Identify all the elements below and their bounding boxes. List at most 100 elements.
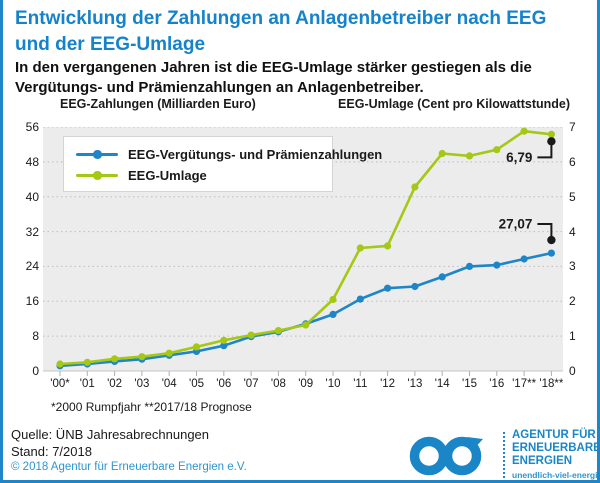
x-tick-label: '05	[189, 378, 204, 390]
right-tick-label: 7	[569, 120, 576, 134]
legend-swatch-dot	[93, 150, 102, 159]
x-tick-label: '09	[298, 378, 314, 390]
series-point-0	[438, 273, 446, 281]
legend-label: EEG-Umlage	[128, 168, 207, 183]
x-tick-label: '00*	[50, 378, 70, 390]
chart-legend: EEG-Vergütungs- und Prämienzahlungen EEG-…	[63, 136, 382, 192]
x-tick-label: '01	[79, 378, 95, 390]
x-tick-label: '14	[434, 378, 450, 390]
right-tick-label: 1	[569, 329, 576, 344]
left-tick-label: 0	[32, 364, 39, 378]
annotation-connector	[537, 223, 553, 241]
source-block: Quelle: ÜNB Jahresabrechnungen Stand: 7/…	[11, 426, 209, 460]
right-tick-label: 2	[569, 294, 576, 309]
logo-line-3: ENERGIEN	[512, 455, 573, 467]
x-tick-label: '17**	[512, 378, 537, 390]
right-tick-label: 6	[569, 154, 576, 169]
legend-item-1: EEG-Umlage	[76, 165, 322, 186]
annotation-dot	[547, 137, 556, 146]
subtitle-line-1: In den vergangenen Jahren ist die EEG-Um…	[15, 59, 532, 76]
series-point-1	[83, 358, 91, 366]
aee-logo: AGENTUR FÜR ERNEUERBARE ENERGIEN unendli…	[405, 429, 600, 480]
series-point-1	[329, 295, 337, 304]
line-chart: 27,07 6,79	[43, 127, 563, 376]
series-point-0	[329, 310, 337, 318]
x-tick-label: '02	[107, 378, 123, 390]
series-point-1	[56, 360, 64, 368]
series-point-0	[493, 261, 501, 269]
right-tick-label: 0	[569, 364, 576, 378]
legend-label: EEG-Vergütungs- und Prämienzahlungen	[128, 147, 383, 162]
legend-swatch-icon	[76, 150, 118, 159]
right-tick-label: 3	[569, 259, 576, 274]
logo-url: unendlich-viel-energie.de	[512, 470, 598, 480]
series-point-1	[165, 349, 173, 357]
right-tick-label: 4	[569, 224, 576, 239]
left-tick-label: 24	[25, 259, 39, 274]
page-title: Entwicklung der Zahlungen an Anlagenbetr…	[15, 6, 590, 58]
annotation-connector	[537, 141, 553, 159]
x-tick-label: '15	[462, 378, 477, 390]
x-tick-label: '08	[270, 378, 286, 390]
title-line-2: und der EEG-Umlage	[15, 34, 206, 55]
x-tick-label: '10	[325, 378, 341, 390]
series-point-1	[465, 152, 474, 160]
logo-text: AGENTUR FÜR ERNEUERBARE ENERGIEN unendli…	[512, 429, 600, 480]
series-point-1	[520, 127, 528, 135]
logo-divider	[503, 431, 505, 478]
x-tick-label: '16	[489, 378, 505, 390]
x-tick-label: '12	[380, 378, 396, 390]
series-point-0	[411, 282, 419, 291]
annotation-label: 27,07	[499, 217, 533, 232]
series-point-1	[438, 149, 446, 158]
footnote: *2000 Rumpfjahr **2017/18 Prognose	[51, 400, 252, 414]
legend-swatch-icon	[76, 171, 118, 180]
series-point-1	[384, 242, 392, 250]
logo-line-2: ERNEUERBARE	[512, 442, 600, 454]
series-point-1	[138, 353, 146, 361]
right-axis-header: EEG-Umlage (Cent pro Kilowattstunde)	[338, 97, 570, 111]
left-tick-label: 32	[25, 224, 39, 239]
source-line: Quelle: ÜNB Jahresabrechnungen	[11, 427, 210, 442]
series-point-0	[220, 342, 228, 350]
series-point-0	[356, 295, 364, 303]
annotation-dot	[547, 235, 556, 245]
series-point-1	[356, 244, 364, 252]
series-point-1	[111, 355, 119, 363]
left-tick-label: 8	[32, 329, 39, 344]
x-tick-label: '18**	[539, 378, 564, 390]
left-tick-label: 16	[25, 294, 39, 309]
x-tick-label: '07	[243, 378, 259, 390]
copyright-line: © 2018 Agentur für Erneuerbare Energien …	[11, 461, 247, 473]
x-tick-label: '04	[161, 378, 177, 390]
annotation-label: 6,79	[506, 150, 532, 165]
series-point-1	[411, 183, 419, 191]
left-tick-label: 48	[25, 154, 39, 169]
legend-item-0: EEG-Vergütungs- und Prämienzahlungen	[76, 144, 382, 165]
x-tick-label: '03	[134, 378, 150, 390]
x-tick-label: '13	[407, 378, 423, 390]
subtitle-line-2: Vergütungs- und Prämienzahlungen an Anla…	[15, 79, 424, 96]
series-point-1	[547, 130, 555, 138]
right-tick-label: 5	[569, 189, 576, 204]
series-point-0	[384, 284, 392, 292]
series-point-0	[520, 255, 528, 263]
series-point-1	[192, 343, 201, 351]
series-point-1	[274, 327, 282, 335]
left-tick-label: 40	[25, 189, 39, 204]
series-point-1	[493, 146, 501, 154]
series-point-1	[302, 321, 310, 329]
left-tick-label: 56	[25, 120, 39, 134]
chart-subtitle: In den vergangenen Jahren ist die EEG-Um…	[15, 58, 590, 98]
logo-line-1: AGENTUR FÜR	[512, 429, 596, 441]
left-axis-header: EEG-Zahlungen (Milliarden Euro)	[60, 97, 256, 111]
series-point-0	[465, 262, 474, 270]
series-line-0	[59, 251, 552, 368]
x-tick-label: '06	[216, 378, 232, 390]
title-line-1: Entwicklung der Zahlungen an Anlagenbetr…	[15, 8, 547, 29]
series-point-1	[220, 336, 228, 344]
legend-swatch-dot	[93, 171, 102, 180]
infinity-icon	[409, 436, 483, 475]
stand-line: Stand: 7/2018	[11, 444, 92, 459]
